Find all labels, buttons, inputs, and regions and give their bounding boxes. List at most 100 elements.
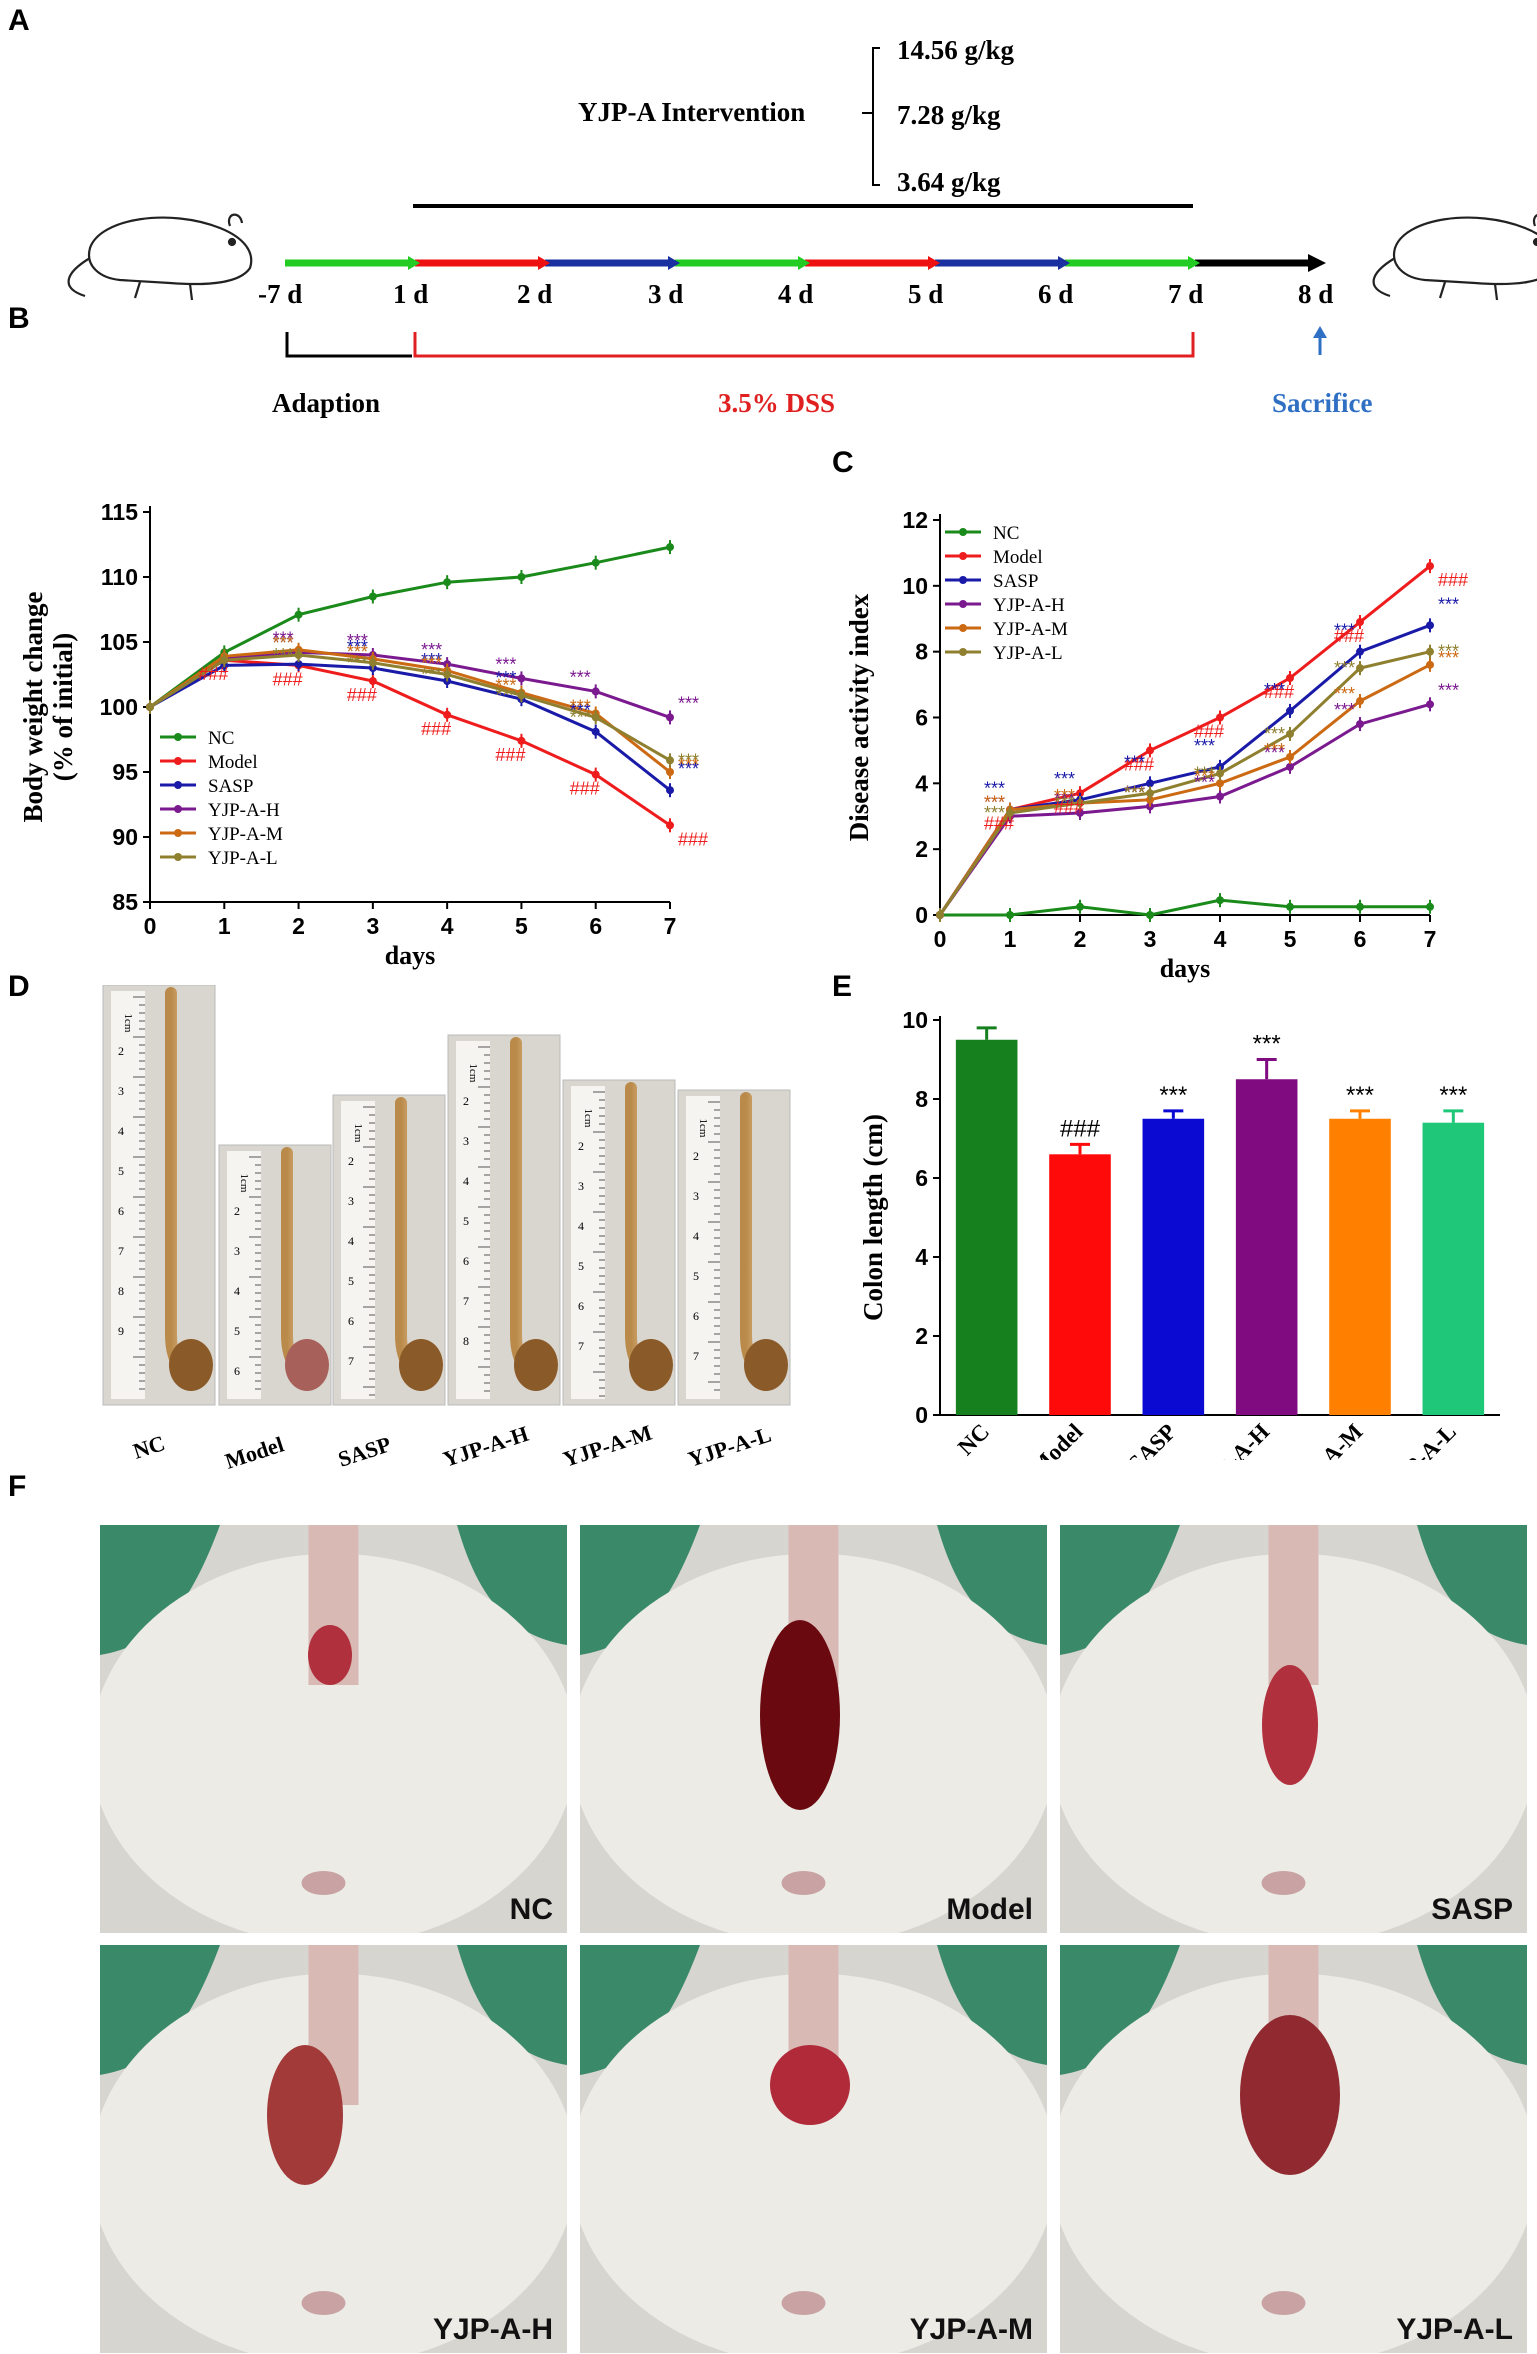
anal-lesion — [308, 1625, 352, 1685]
data-point — [591, 770, 600, 779]
ruler-unit: 1cm — [467, 1064, 479, 1083]
x-tick-label: 3 — [1144, 926, 1157, 952]
genital-area — [781, 2291, 826, 2315]
significance-mark: ### — [273, 669, 303, 689]
mouse-photo-label: YJP-A-M — [910, 2313, 1033, 2346]
significance-mark: *** — [1438, 680, 1459, 700]
x-tick-label: 1 — [218, 913, 231, 939]
day-label: -7 d — [258, 279, 303, 309]
significance-mark: *** — [1194, 763, 1215, 783]
bar-model — [1049, 1154, 1111, 1415]
series-line-nc — [149, 545, 671, 709]
significance-mark: *** — [495, 685, 516, 705]
significance-mark: *** — [1194, 766, 1215, 786]
significance-mark: ### — [1194, 722, 1224, 742]
significance-mark: ### — [1264, 682, 1294, 702]
ruler-number: 4 — [118, 1124, 124, 1138]
data-point — [1076, 902, 1084, 911]
significance-mark: *** — [678, 755, 699, 775]
y-tick-label: 100 — [100, 694, 138, 720]
colon-photo-label: NC — [130, 1430, 168, 1464]
significance-mark: *** — [273, 633, 294, 653]
day-label: 6 d — [1038, 279, 1074, 309]
day-label: 8 d — [1298, 279, 1334, 309]
data-point — [936, 911, 944, 919]
panel-letter-a: A — [8, 4, 30, 37]
significance-mark: ### — [984, 814, 1014, 834]
mouse-fur — [580, 1973, 1047, 2353]
glove — [1417, 1945, 1527, 2065]
data-point — [294, 651, 303, 659]
significance-mark: *** — [421, 640, 442, 660]
data-point — [368, 677, 377, 685]
data-point — [1356, 902, 1364, 911]
ruler — [111, 991, 145, 1399]
x-tick-label: 7 — [1424, 926, 1437, 952]
data-point — [1356, 697, 1364, 706]
colon-photos: 1cm 2 3 4 5 6 7 8 9 1cm 2 3 4 5 6 1cm 2 3 4 5 6 7 1cm 2 3 4 5 6 7 8 1c… — [102, 985, 791, 1406]
y-tick-label: 2 — [915, 1323, 928, 1349]
significance-mark: *** — [1124, 752, 1145, 772]
y-tick-label: 4 — [915, 1244, 928, 1270]
data-point — [1216, 713, 1224, 722]
legend-label: NC — [993, 523, 1019, 544]
significance-mark: *** — [1253, 1031, 1281, 1058]
x-axis-title: days — [385, 941, 436, 970]
data-point — [1286, 706, 1294, 715]
significance-mark: *** — [1054, 786, 1075, 806]
x-axis-title: days — [1160, 954, 1211, 983]
x-tick-label: 6 — [589, 913, 602, 939]
ruler-number: 5 — [463, 1214, 469, 1228]
timeline-diagram — [67, 47, 1537, 358]
legend-marker — [959, 552, 967, 560]
glove — [457, 1945, 567, 2065]
day-label: 3 d — [648, 279, 684, 309]
significance-mark: *** — [273, 628, 294, 648]
significance-mark: *** — [347, 637, 368, 657]
ruler-number: 6 — [234, 1364, 240, 1378]
colon-cecum — [169, 1339, 213, 1391]
day-label: 7 d — [1168, 279, 1204, 309]
x-tick-label: YJP-A-H — [1191, 1419, 1274, 1460]
x-tick-label: 5 — [515, 913, 528, 939]
mouse-tail — [1268, 1525, 1319, 1685]
data-point — [1286, 902, 1294, 911]
x-tick-label: 4 — [441, 913, 454, 939]
panel-letter-b: B — [8, 302, 30, 335]
significance-mark: ### — [1438, 570, 1468, 590]
data-point — [1356, 720, 1364, 729]
data-point — [443, 578, 452, 587]
series-line-yjp-a-m — [149, 648, 671, 774]
x-tick-label: 2 — [1074, 926, 1087, 952]
ruler-unit: 1cm — [582, 1109, 594, 1128]
data-point — [591, 687, 600, 696]
significance-mark: ### — [678, 829, 708, 849]
significance-mark: *** — [570, 707, 591, 727]
data-point — [1356, 647, 1364, 656]
colon-length-chart: 0 2 4 6 8 10 Colon length (cm) NC ### Model *** SAS… — [858, 1007, 1500, 1460]
colon-cecum — [399, 1339, 443, 1391]
data-point — [666, 713, 674, 722]
ruler-number: 7 — [348, 1354, 354, 1368]
significance-mark: *** — [1264, 724, 1285, 744]
intervention-label: YJP-A Intervention — [578, 97, 806, 127]
mouse-photo-label: NC — [510, 1893, 553, 1926]
y-axis-title: Body weight change — [18, 591, 48, 822]
y-tick-label: 12 — [902, 507, 928, 533]
data-point — [1146, 746, 1154, 755]
significance-mark: ### — [347, 685, 377, 705]
ruler-number: 2 — [348, 1154, 354, 1168]
ruler-number: 2 — [693, 1149, 699, 1163]
x-tick-label: 7 — [664, 913, 677, 939]
dose-medium: 7.28 g/kg — [897, 100, 1001, 130]
ruler-unit: 1cm — [697, 1119, 709, 1138]
ruler-number: 6 — [693, 1309, 699, 1323]
significance-mark: *** — [1054, 793, 1075, 813]
data-point — [1076, 799, 1084, 808]
glove — [937, 1525, 1047, 1645]
legend-marker — [959, 624, 967, 632]
mouse-photo-label: YJP-A-H — [433, 2313, 553, 2346]
ruler-number: 6 — [463, 1254, 469, 1268]
y-tick-label: 110 — [101, 564, 138, 590]
ruler-number: 2 — [118, 1044, 124, 1058]
